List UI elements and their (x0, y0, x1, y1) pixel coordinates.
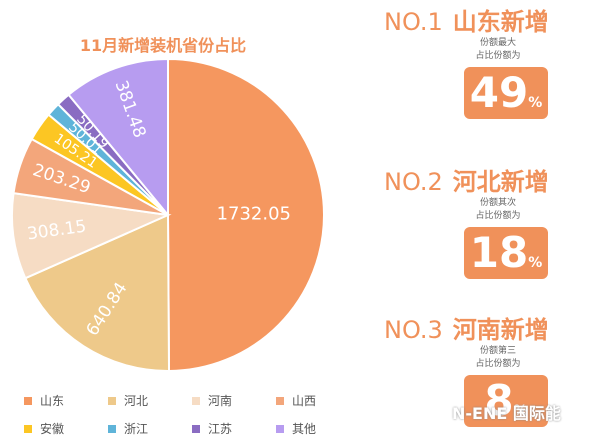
share-percent-box: 8% (464, 375, 548, 427)
chart-title: 11月新增装机省份占比 (79, 36, 247, 55)
rank-number: NO.1 (384, 8, 443, 36)
rank-province: 山东新增 (452, 8, 549, 36)
share-percent: 49 (469, 68, 529, 117)
legend-swatch (192, 424, 200, 433)
share-percent: 18 (469, 228, 529, 277)
percent-sign: % (528, 255, 543, 271)
legend-swatch (24, 424, 32, 433)
legend-item: 安徽 (24, 420, 64, 437)
legend-label: 江苏 (208, 422, 233, 436)
rank-note: 占比份额为 (475, 359, 521, 369)
legend-label: 安徽 (40, 422, 65, 436)
legend-label: 河南 (208, 394, 233, 408)
rank-note: 份额第三 (479, 346, 516, 356)
legend-label: 山东 (40, 394, 65, 408)
rank-block-3: NO.3 河南新增 份额第三 占比份额为 8% (384, 310, 600, 427)
rank-province: 河北新增 (452, 168, 549, 196)
legend-swatch (24, 396, 32, 405)
rank-title: NO.3 河南新增 (384, 310, 600, 345)
pie-slice-7 (67, 57, 169, 218)
rank-title: NO.2 河北新增 (384, 162, 600, 197)
legend-item: 山东 (24, 392, 64, 409)
share-percent-box: 18% (464, 227, 548, 279)
pie-slice-1 (24, 213, 171, 372)
pie-slice-0 (167, 57, 325, 373)
legend-item: 河南 (192, 392, 232, 409)
legend-label: 浙江 (124, 422, 149, 436)
legend-item: 河北 (108, 392, 148, 409)
percent-sign: % (528, 95, 543, 111)
legend-swatch (108, 396, 116, 405)
legend-item: 其他 (276, 420, 316, 437)
rank-block-1: NO.1 山东新增 份额最大 占比份额为 49% (384, 2, 600, 119)
legend-swatch (276, 424, 284, 433)
pie-slice-2 (11, 192, 172, 280)
legend-swatch (192, 396, 200, 405)
rank-number: NO.3 (384, 316, 443, 344)
rank-note: 份额最大 (479, 38, 516, 48)
legend-item: 浙江 (108, 420, 148, 437)
share-percent-box: 49% (464, 67, 548, 119)
legend-item: 江苏 (192, 420, 232, 437)
rank-block-2: NO.2 河北新增 份额其次 占比份额为 18% (384, 162, 600, 279)
watermark: N-ENE 国际能 (452, 404, 561, 423)
legend-item: 山西 (276, 392, 316, 409)
rank-title: NO.1 山东新增 (384, 2, 600, 37)
rank-province: 河南新增 (452, 316, 549, 344)
rank-note: 份额其次 (479, 198, 516, 208)
rank-note: 占比份额为 (475, 51, 521, 61)
rank-note: 占比份额为 (475, 211, 521, 221)
share-percent: 8 (484, 376, 514, 425)
legend-label: 其他 (292, 422, 317, 436)
percent-sign: % (513, 403, 528, 419)
legend-swatch (108, 424, 116, 433)
pie-label-0: 1732.05 (217, 204, 291, 225)
rank-number: NO.2 (384, 168, 443, 196)
legend-label: 山西 (292, 394, 317, 408)
legend-swatch (276, 396, 284, 405)
legend-label: 河北 (124, 394, 149, 408)
